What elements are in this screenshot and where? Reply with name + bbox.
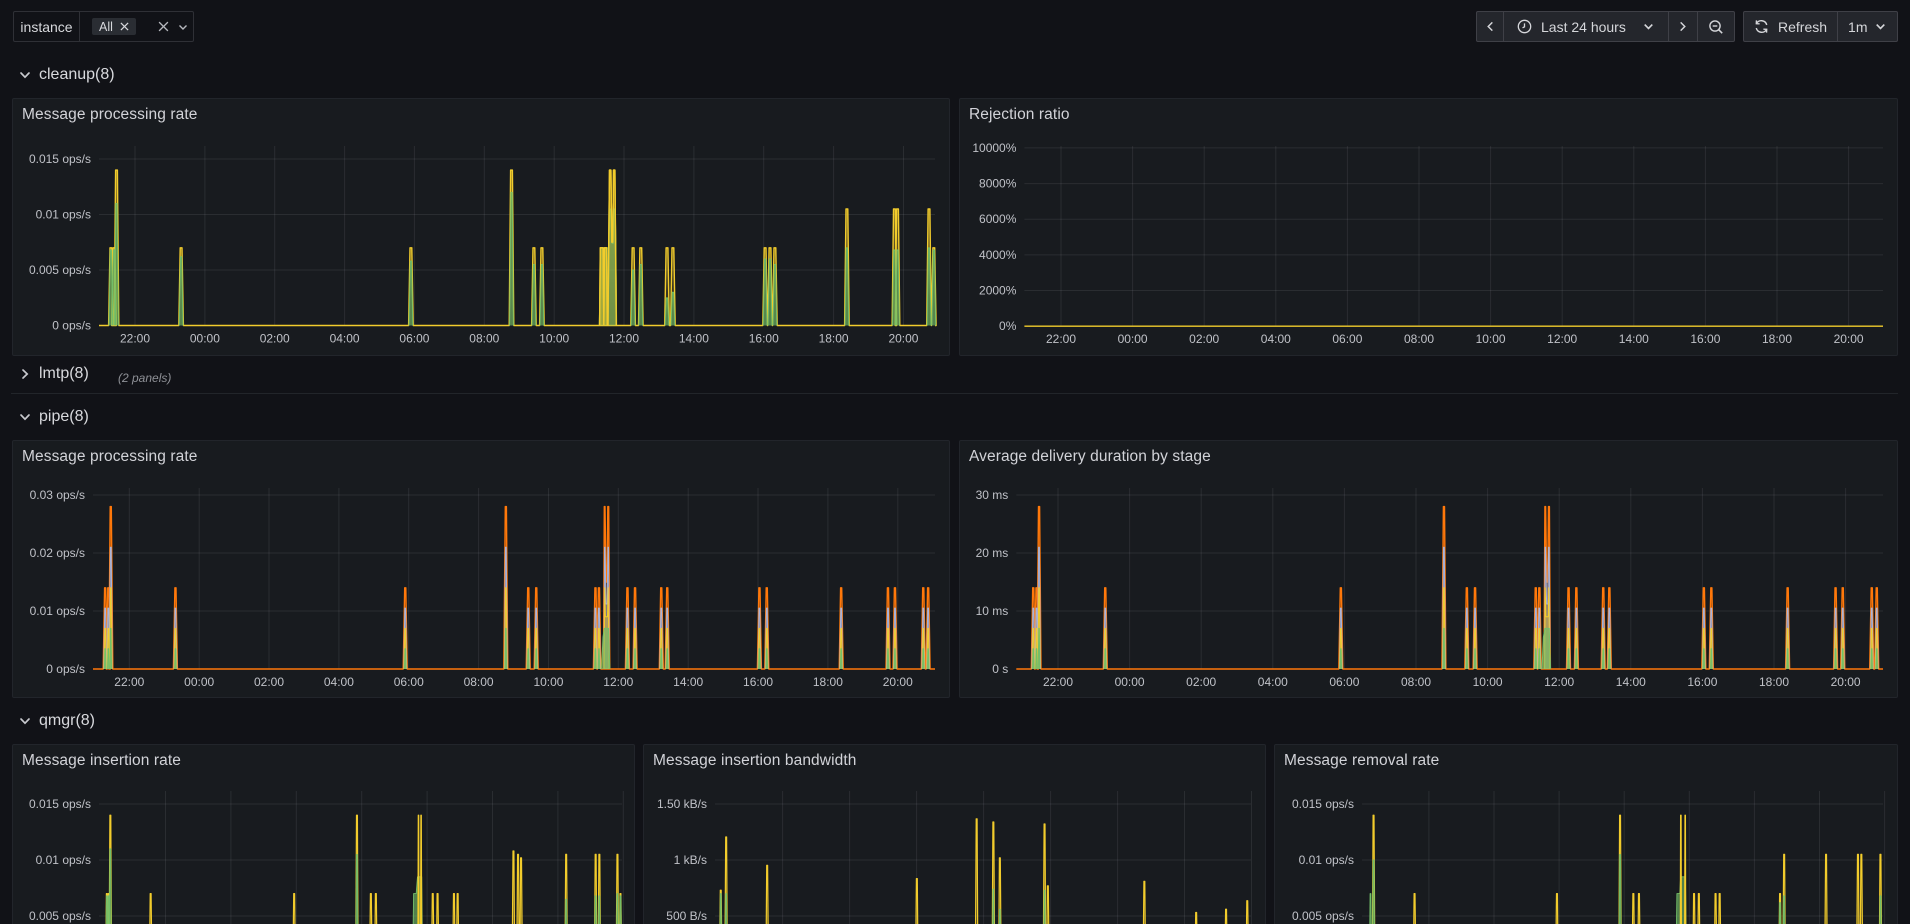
svg-text:0.01 ops/s: 0.01 ops/s xyxy=(36,853,91,867)
svg-text:10 ms: 10 ms xyxy=(976,604,1009,618)
svg-text:12:00: 12:00 xyxy=(1547,332,1577,346)
svg-text:18:00: 18:00 xyxy=(1762,332,1792,346)
svg-text:0 ops/s: 0 ops/s xyxy=(46,662,85,676)
svg-text:12:00: 12:00 xyxy=(603,675,633,689)
svg-text:20 ms: 20 ms xyxy=(976,546,1009,560)
svg-text:14:00: 14:00 xyxy=(679,332,709,346)
svg-text:2000%: 2000% xyxy=(979,284,1017,298)
svg-text:08:00: 08:00 xyxy=(1404,332,1434,346)
svg-text:0.015 ops/s: 0.015 ops/s xyxy=(1292,797,1354,811)
svg-text:00:00: 00:00 xyxy=(1115,675,1145,689)
svg-text:00:00: 00:00 xyxy=(184,675,214,689)
svg-text:10:00: 10:00 xyxy=(533,675,563,689)
svg-text:10:00: 10:00 xyxy=(1476,332,1506,346)
svg-text:1 kB/s: 1 kB/s xyxy=(674,853,707,867)
svg-text:10:00: 10:00 xyxy=(539,332,569,346)
svg-text:02:00: 02:00 xyxy=(254,675,284,689)
svg-text:20:00: 20:00 xyxy=(883,675,913,689)
svg-text:0.02 ops/s: 0.02 ops/s xyxy=(30,546,85,560)
svg-text:16:00: 16:00 xyxy=(1690,332,1720,346)
svg-text:16:00: 16:00 xyxy=(749,332,779,346)
svg-text:0.01 ops/s: 0.01 ops/s xyxy=(30,604,85,618)
svg-text:0 ops/s: 0 ops/s xyxy=(52,319,91,333)
svg-text:4000%: 4000% xyxy=(979,248,1017,262)
svg-text:08:00: 08:00 xyxy=(469,332,499,346)
svg-text:18:00: 18:00 xyxy=(813,675,843,689)
svg-text:0.01 ops/s: 0.01 ops/s xyxy=(1299,853,1354,867)
svg-text:12:00: 12:00 xyxy=(1544,675,1574,689)
svg-text:1.50 kB/s: 1.50 kB/s xyxy=(657,797,707,811)
svg-text:00:00: 00:00 xyxy=(1118,332,1148,346)
svg-text:6000%: 6000% xyxy=(979,212,1017,226)
svg-text:04:00: 04:00 xyxy=(1261,332,1291,346)
svg-text:8000%: 8000% xyxy=(979,177,1017,191)
svg-text:04:00: 04:00 xyxy=(330,332,360,346)
svg-text:18:00: 18:00 xyxy=(1759,675,1789,689)
svg-text:22:00: 22:00 xyxy=(114,675,144,689)
svg-text:04:00: 04:00 xyxy=(1258,675,1288,689)
svg-text:02:00: 02:00 xyxy=(1189,332,1219,346)
svg-text:18:00: 18:00 xyxy=(819,332,849,346)
svg-text:06:00: 06:00 xyxy=(1329,675,1359,689)
svg-text:02:00: 02:00 xyxy=(260,332,290,346)
svg-text:0.03 ops/s: 0.03 ops/s xyxy=(30,488,85,502)
svg-text:0.015 ops/s: 0.015 ops/s xyxy=(29,152,91,166)
svg-text:14:00: 14:00 xyxy=(1619,332,1649,346)
svg-text:0.005 ops/s: 0.005 ops/s xyxy=(29,909,91,923)
svg-text:00:00: 00:00 xyxy=(190,332,220,346)
svg-text:22:00: 22:00 xyxy=(1043,675,1073,689)
svg-text:500 B/s: 500 B/s xyxy=(666,909,707,923)
svg-text:30 ms: 30 ms xyxy=(976,488,1009,502)
svg-text:06:00: 06:00 xyxy=(1332,332,1362,346)
svg-text:0.005 ops/s: 0.005 ops/s xyxy=(29,263,91,277)
svg-text:06:00: 06:00 xyxy=(399,332,429,346)
svg-text:16:00: 16:00 xyxy=(743,675,773,689)
svg-text:20:00: 20:00 xyxy=(1834,332,1864,346)
svg-text:0%: 0% xyxy=(999,319,1017,333)
svg-text:22:00: 22:00 xyxy=(1046,332,1076,346)
svg-text:0.015 ops/s: 0.015 ops/s xyxy=(29,797,91,811)
svg-text:20:00: 20:00 xyxy=(888,332,918,346)
svg-text:0.01 ops/s: 0.01 ops/s xyxy=(36,208,91,222)
svg-text:12:00: 12:00 xyxy=(609,332,639,346)
svg-text:16:00: 16:00 xyxy=(1687,675,1717,689)
svg-text:10000%: 10000% xyxy=(972,141,1016,155)
svg-text:0.005 ops/s: 0.005 ops/s xyxy=(1292,909,1354,923)
svg-text:0 s: 0 s xyxy=(992,662,1008,676)
svg-text:14:00: 14:00 xyxy=(673,675,703,689)
svg-text:10:00: 10:00 xyxy=(1473,675,1503,689)
svg-text:08:00: 08:00 xyxy=(464,675,494,689)
svg-text:08:00: 08:00 xyxy=(1401,675,1431,689)
svg-text:02:00: 02:00 xyxy=(1186,675,1216,689)
svg-text:06:00: 06:00 xyxy=(394,675,424,689)
svg-text:22:00: 22:00 xyxy=(120,332,150,346)
svg-text:20:00: 20:00 xyxy=(1831,675,1861,689)
svg-text:04:00: 04:00 xyxy=(324,675,354,689)
svg-text:14:00: 14:00 xyxy=(1616,675,1646,689)
